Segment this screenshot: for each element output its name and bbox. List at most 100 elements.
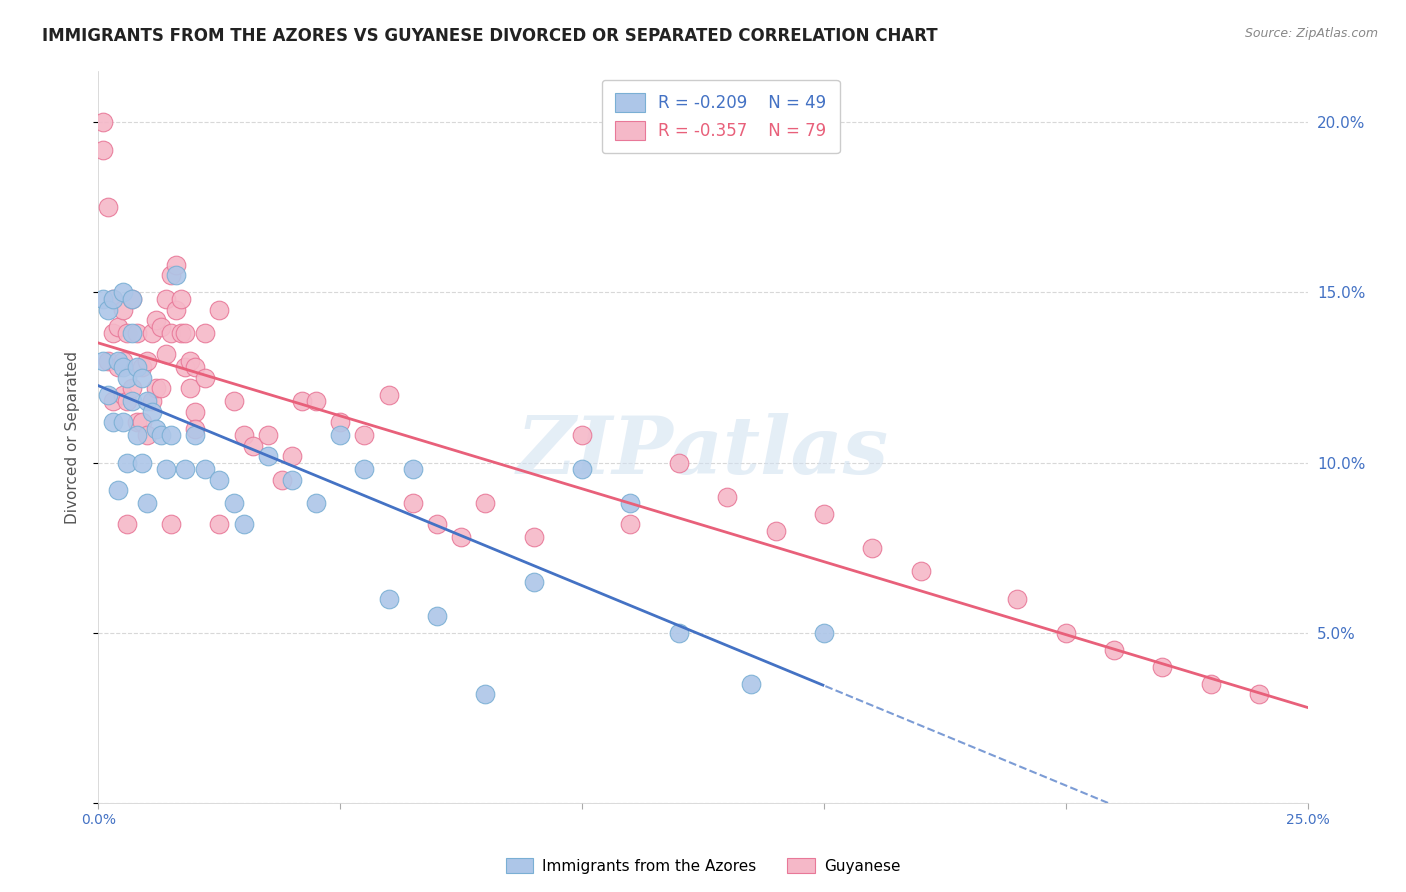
Point	[160, 268, 183, 283]
Point	[127, 415, 149, 429]
Point	[135, 428, 157, 442]
Point	[377, 387, 399, 401]
Point	[160, 428, 183, 442]
Point	[208, 516, 231, 531]
Point	[813, 625, 835, 640]
Point	[111, 387, 134, 401]
Point	[135, 496, 157, 510]
Point	[121, 381, 143, 395]
Point	[165, 302, 187, 317]
Point	[184, 404, 207, 418]
Point	[353, 428, 375, 442]
Point	[426, 608, 449, 623]
Point	[184, 428, 207, 442]
Point	[141, 326, 163, 341]
Point	[107, 319, 129, 334]
Point	[91, 143, 114, 157]
Point	[165, 258, 187, 272]
Point	[271, 473, 294, 487]
Point	[117, 370, 139, 384]
Point	[1054, 625, 1077, 640]
Point	[117, 326, 139, 341]
Point	[194, 462, 217, 476]
Point	[523, 531, 546, 545]
Point	[222, 394, 245, 409]
Point	[179, 381, 201, 395]
Point	[165, 268, 187, 283]
Point	[131, 456, 153, 470]
Point	[145, 312, 167, 326]
Point	[141, 394, 163, 409]
Point	[111, 415, 134, 429]
Text: IMMIGRANTS FROM THE AZORES VS GUYANESE DIVORCED OR SEPARATED CORRELATION CHART: IMMIGRANTS FROM THE AZORES VS GUYANESE D…	[42, 27, 938, 45]
Point	[155, 293, 177, 307]
Point	[174, 360, 197, 375]
Point	[1199, 677, 1222, 691]
Point	[1249, 687, 1271, 701]
Point	[91, 115, 114, 129]
Point	[111, 285, 134, 300]
Point	[117, 516, 139, 531]
Point	[222, 496, 245, 510]
Legend: Immigrants from the Azores, Guyanese: Immigrants from the Azores, Guyanese	[499, 852, 907, 880]
Point	[107, 483, 129, 497]
Point	[127, 428, 149, 442]
Point	[305, 394, 328, 409]
Point	[402, 496, 425, 510]
Point	[117, 456, 139, 470]
Point	[101, 415, 124, 429]
Text: Source: ZipAtlas.com: Source: ZipAtlas.com	[1244, 27, 1378, 40]
Point	[402, 462, 425, 476]
Point	[127, 326, 149, 341]
Point	[97, 302, 120, 317]
Point	[281, 449, 304, 463]
Point	[194, 370, 217, 384]
Point	[184, 360, 207, 375]
Point	[256, 428, 278, 442]
Point	[1152, 659, 1174, 673]
Point	[668, 625, 690, 640]
Point	[107, 353, 129, 368]
Text: ZIPatlas: ZIPatlas	[517, 413, 889, 491]
Point	[145, 381, 167, 395]
Point	[232, 516, 254, 531]
Point	[101, 326, 124, 341]
Point	[150, 381, 173, 395]
Point	[571, 462, 593, 476]
Point	[619, 516, 641, 531]
Point	[160, 326, 183, 341]
Point	[121, 394, 143, 409]
Point	[208, 473, 231, 487]
Point	[174, 462, 197, 476]
Point	[135, 394, 157, 409]
Point	[619, 496, 641, 510]
Point	[329, 415, 352, 429]
Point	[91, 353, 114, 368]
Point	[860, 541, 883, 555]
Point	[184, 421, 207, 435]
Point	[305, 496, 328, 510]
Point	[131, 370, 153, 384]
Point	[450, 531, 472, 545]
Point	[353, 462, 375, 476]
Point	[121, 293, 143, 307]
Point	[813, 507, 835, 521]
Point	[232, 428, 254, 442]
Point	[765, 524, 787, 538]
Point	[474, 687, 496, 701]
Point	[155, 462, 177, 476]
Point	[150, 428, 173, 442]
Point	[101, 394, 124, 409]
Point	[111, 353, 134, 368]
Point	[101, 293, 124, 307]
Point	[242, 439, 264, 453]
Point	[97, 353, 120, 368]
Point	[91, 293, 114, 307]
Point	[111, 302, 134, 317]
Point	[121, 293, 143, 307]
Point	[474, 496, 496, 510]
Point	[668, 456, 690, 470]
Point	[281, 473, 304, 487]
Point	[208, 302, 231, 317]
Y-axis label: Divorced or Separated: Divorced or Separated	[65, 351, 80, 524]
